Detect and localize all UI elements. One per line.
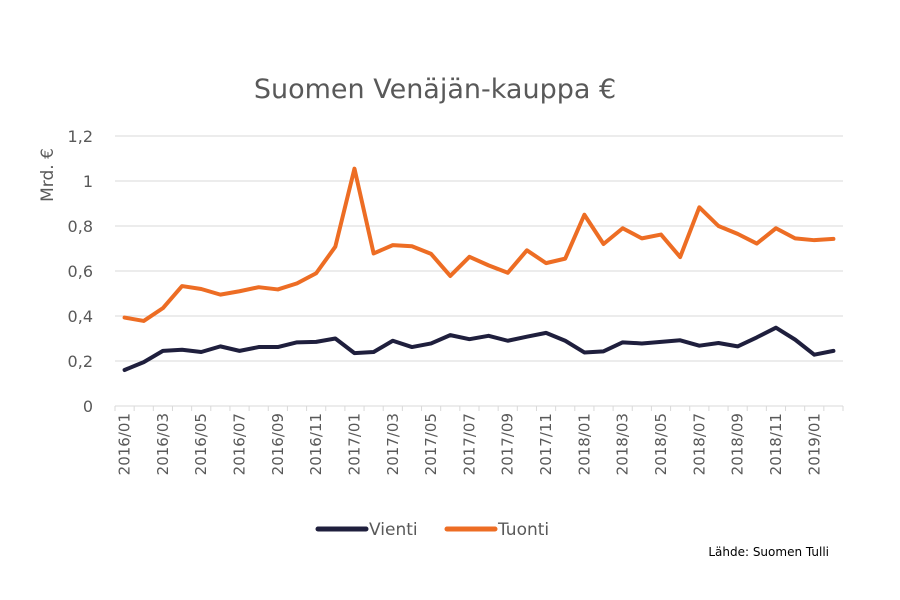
legend-label-tuonti: Tuonti: [497, 520, 549, 540]
y-tick-label: 0,2: [68, 352, 93, 371]
y-tick-label: 0,8: [68, 217, 93, 236]
y-axis-label: Mrd. €: [38, 148, 58, 202]
x-tick-label: 2018/05: [652, 413, 670, 475]
x-tick-marks: [114, 406, 844, 411]
x-tick-label: 2017/11: [537, 413, 555, 475]
x-tick-label: 2018/03: [614, 413, 632, 475]
x-tick-label: 2016/01: [116, 413, 134, 475]
y-tick-label: 1: [83, 172, 93, 191]
legend-label-vienti: Vienti: [369, 520, 418, 540]
x-tick-label: 2017/07: [460, 413, 478, 475]
y-tick-label: 1,2: [68, 127, 93, 146]
x-tick-label: 2018/07: [690, 413, 708, 475]
x-tick-label: 2019/01: [805, 413, 823, 475]
x-tick-label: 2016/09: [269, 413, 287, 475]
legend: Vienti Tuonti: [315, 520, 549, 540]
y-tick-labels: 0 0,2 0,4 0,6 0,8 1 1,2: [68, 127, 93, 416]
x-tick-label: 2017/03: [384, 413, 402, 475]
y-tick-label: 0,6: [68, 262, 93, 281]
x-tick-label: 2017/09: [499, 413, 517, 475]
x-tick-label: 2017/01: [345, 413, 363, 475]
y-tick-label: 0,4: [68, 307, 93, 326]
chart-title: Suomen Venäjän-kauppa €: [254, 74, 616, 105]
x-tick-label: 2016/05: [192, 413, 210, 475]
x-tick-labels: 2016/01 2016/03 2016/05 2016/07 2016/09 2016/…: [116, 413, 824, 475]
series-line-tuonti: [122, 166, 836, 323]
y-tick-label: 0: [83, 397, 93, 416]
x-tick-label: 2016/07: [231, 413, 249, 475]
source-note: Lähde: Suomen Tulli: [708, 545, 829, 559]
x-tick-label: 2016/03: [154, 413, 172, 475]
x-tick-label: 2018/01: [575, 413, 593, 475]
x-tick-label: 2016/11: [307, 413, 325, 475]
gridlines: [115, 135, 843, 362]
series-lines: [122, 166, 836, 372]
x-tick-label: 2018/11: [767, 413, 785, 475]
x-tick-label: 2018/09: [729, 413, 747, 475]
series-line-vienti: [122, 325, 836, 372]
x-tick-label: 2017/05: [422, 413, 440, 475]
